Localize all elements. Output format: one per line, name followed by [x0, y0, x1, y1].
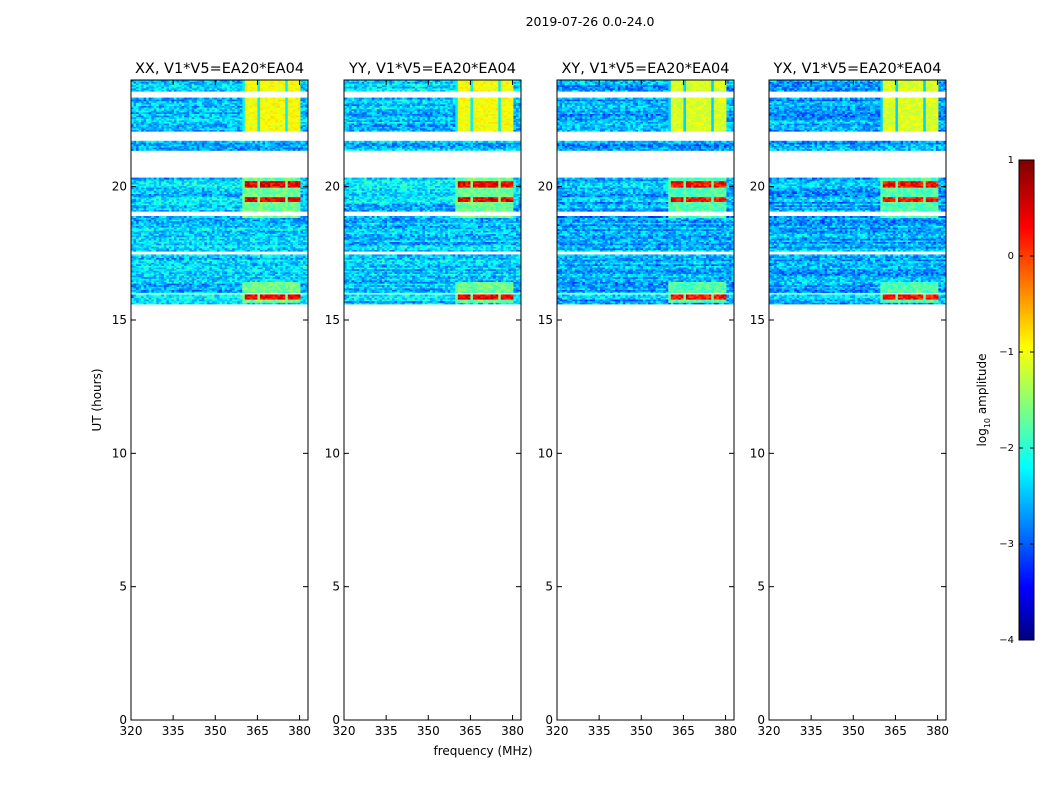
heatmap-cell: [139, 294, 142, 296]
heatmap-cell: [141, 294, 144, 296]
heatmap-cell: [199, 294, 202, 296]
heatmap-cell: [265, 294, 268, 296]
heatmap-cell: [204, 294, 207, 296]
heatmap-cell: [247, 294, 250, 296]
heatmap-cell: [171, 294, 174, 296]
heatmap-cells: [131, 80, 308, 304]
heatmap-cell: [217, 294, 220, 296]
heatmap-cell: [300, 294, 303, 296]
heatmap-cell: [262, 294, 265, 296]
heatmap-cell: [250, 294, 253, 296]
heatmap-cell: [303, 294, 306, 296]
heatmap-cell: [257, 294, 260, 296]
heatmap-cell: [209, 294, 212, 296]
heatmap-cell: [174, 294, 177, 296]
heatmap-cell: [184, 294, 187, 296]
heatmap-cell: [275, 294, 278, 296]
heatmap-cell: [197, 294, 200, 296]
heatmap-cell: [166, 294, 169, 296]
heatmap-cell: [136, 294, 139, 296]
heatmap-cell: [240, 294, 243, 296]
heatmap-cell: [278, 294, 281, 296]
heatmap-cell: [280, 294, 283, 296]
heatmap-cell: [295, 294, 298, 296]
heatmap-cell: [270, 294, 273, 296]
heatmap-cell: [237, 294, 240, 296]
heatmap-cell: [164, 294, 167, 296]
heatmap-cell: [285, 294, 288, 296]
heatmap-cell: [232, 294, 235, 296]
heatmap-cell: [235, 294, 238, 296]
heatmap-cell: [222, 294, 225, 296]
heatmap-cell: [260, 294, 263, 296]
figure: XX, V1*V5=EA20*EA04320 335 350 365 380051015…: [0, 0, 1050, 800]
heatmap-cell: [144, 294, 147, 296]
heatmap-cell: [255, 294, 258, 296]
heatmap-cell: [182, 294, 185, 296]
heatmap-cell: [156, 294, 159, 296]
heatmap-cell: [149, 294, 152, 296]
heatmap-cell: [298, 294, 301, 296]
heatmap-cell: [187, 294, 190, 296]
heatmap-cell: [179, 294, 182, 296]
heatmap-cell: [273, 294, 276, 296]
heatmap-cell: [220, 294, 223, 296]
heatmap-cell: [151, 294, 154, 296]
heatmap-cell: [169, 294, 172, 296]
heatmap-cell: [268, 294, 271, 296]
heatmap-cell: [161, 294, 164, 296]
heatmap-cell: [177, 294, 180, 296]
heatmap-cell: [227, 294, 230, 296]
heatmap-cell: [283, 294, 286, 296]
heatmap-cell: [252, 294, 255, 296]
heatmap-cell: [194, 294, 197, 296]
heatmap-cell: [134, 294, 137, 296]
heatmap-cell: [202, 294, 205, 296]
heatmap-cell: [207, 294, 210, 296]
heatmap-cell: [159, 294, 162, 296]
heatmap-cell: [214, 294, 217, 296]
heatmap-cell: [245, 294, 248, 296]
heatmap-cell: [230, 294, 233, 296]
heatmap-cell: [146, 294, 149, 296]
heatmap-cell: [288, 294, 291, 296]
heatmap-cell: [293, 294, 296, 296]
heatmap-cell: [225, 294, 228, 296]
heatmap-cell: [154, 294, 157, 296]
heatmap-cell: [242, 294, 245, 296]
heatmap-cell: [192, 294, 195, 296]
heatmap-cell: [189, 294, 192, 296]
heatmap-cell: [212, 294, 215, 296]
heatmap-cell: [290, 294, 293, 296]
